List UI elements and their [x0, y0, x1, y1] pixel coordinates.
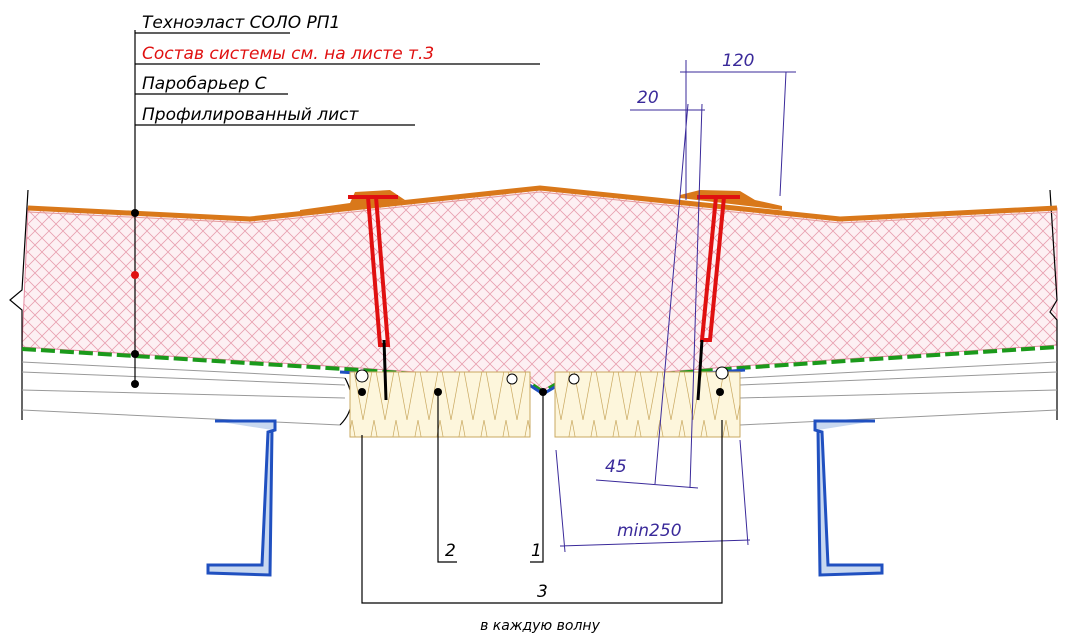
texts: Техноэласт СОЛО РП1 Состав системы см. н…: [142, 13, 754, 634]
callout-label: 1: [531, 541, 542, 561]
dimension-label: 45: [605, 457, 627, 477]
layer-label: Техноэласт СОЛО РП1: [142, 13, 340, 33]
dimension-label: 120: [722, 51, 754, 71]
caption: в каждую волну: [480, 618, 600, 634]
drawing-layout: [9, 30, 1058, 604]
callout-label: 2: [445, 541, 456, 561]
layer-label: Состав системы см. на листе т.3: [142, 44, 434, 64]
layer-label: Паробарьер С: [142, 74, 267, 94]
callout-label: 3: [537, 582, 548, 602]
layer-label: Профилированный лист: [142, 105, 359, 125]
dimension-label: 20: [637, 88, 659, 108]
dimension-label: min250: [617, 521, 682, 541]
